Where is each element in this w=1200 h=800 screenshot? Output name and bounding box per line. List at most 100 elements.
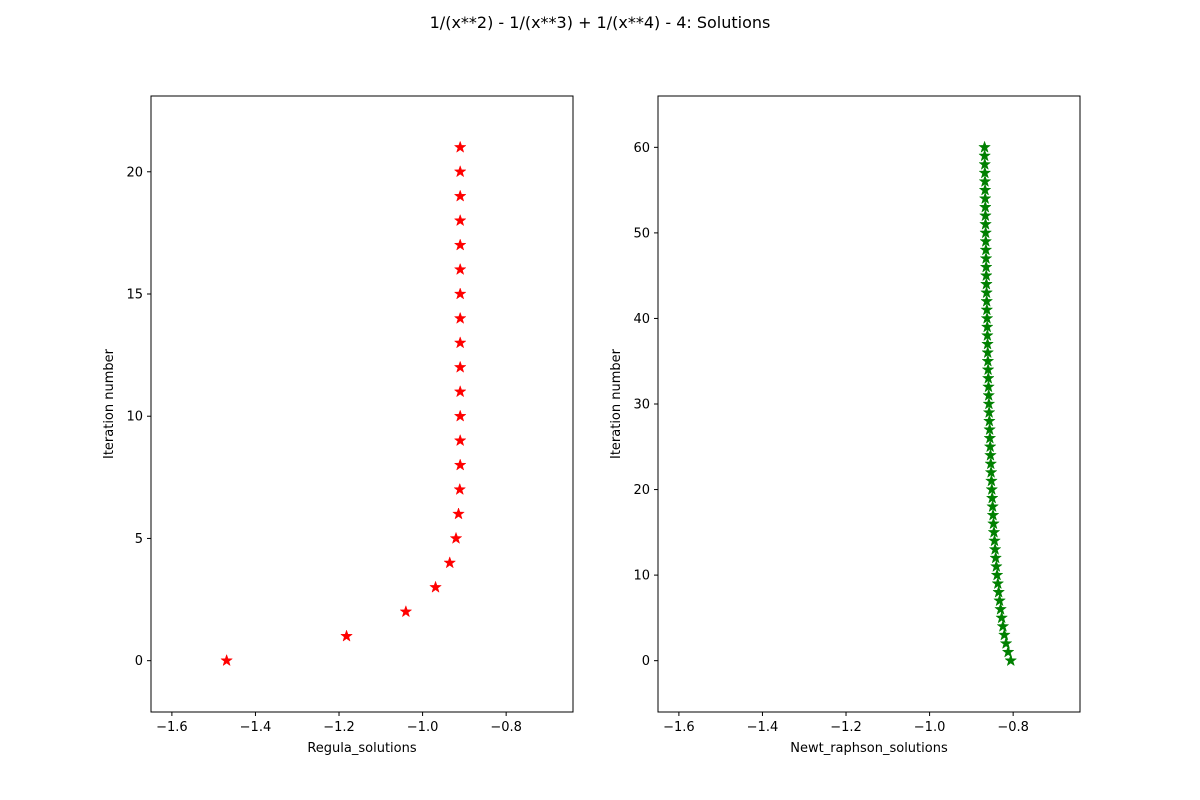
data-point: [981, 363, 995, 376]
data-point: [453, 482, 467, 496]
data-point: [984, 457, 998, 470]
data-point: [429, 580, 442, 593]
y-tick-label: 0: [135, 654, 143, 669]
axes-frame: [150, 95, 574, 713]
data-point: [983, 422, 997, 436]
x-tick-label: −0.8: [490, 720, 522, 735]
data-point: [453, 433, 467, 447]
data-point: [978, 157, 992, 170]
x-tick-label: −1.0: [914, 720, 946, 735]
data-point: [443, 556, 457, 569]
data-point: [340, 629, 353, 642]
data-point: [453, 213, 467, 227]
data-point: [978, 174, 992, 188]
y-tick-label: 30: [633, 398, 650, 413]
data-point: [453, 336, 467, 349]
x-tick-label: −1.6: [663, 720, 695, 735]
y-tick-label: 20: [126, 165, 143, 180]
data-point: [979, 268, 993, 282]
data-point: [453, 360, 467, 373]
data-point: [1001, 645, 1015, 658]
data-point: [453, 287, 467, 300]
y-tick-label: 60: [633, 141, 650, 156]
data-point: [999, 636, 1013, 650]
data-point: [982, 414, 996, 427]
newton-subplot: −1.6 −1.4 −1.2 −1.0 −0.8 0 10 20 30 40 50 60 Newt_ra…: [609, 95, 1081, 756]
data-point: [453, 238, 467, 251]
data-point: [981, 354, 995, 367]
data-point: [453, 262, 467, 276]
y-tick-label: 10: [633, 569, 650, 584]
data-point: [989, 551, 1003, 564]
data-point: [986, 499, 1000, 513]
data-point: [978, 183, 992, 196]
data-point: [983, 431, 997, 444]
data-point: [980, 303, 994, 316]
data-point: [984, 448, 997, 461]
data-point: [994, 602, 1008, 615]
data-point: [453, 189, 467, 202]
data-point: [978, 140, 992, 153]
data-point: [989, 559, 1003, 573]
data-point: [979, 277, 993, 290]
data-point: [988, 542, 1002, 555]
y-tick-label: 5: [135, 532, 143, 547]
data-point: [453, 385, 467, 398]
x-tick-label: −0.8: [997, 720, 1029, 735]
data-point: [220, 653, 234, 667]
data-point: [978, 149, 992, 162]
x-tick-label: −1.4: [240, 720, 272, 735]
y-tick-label: 40: [633, 312, 650, 327]
x-axis-label: Regula_solutions: [307, 741, 416, 756]
data-point: [1004, 653, 1018, 667]
data-point: [980, 328, 994, 342]
data-point: [995, 611, 1009, 624]
data-point: [979, 217, 992, 230]
x-tick-label: −1.2: [323, 720, 355, 735]
data-point: [978, 200, 992, 213]
data-point: [992, 585, 1006, 598]
data-point: [987, 517, 1000, 530]
data-point: [979, 234, 993, 247]
data-point: [978, 191, 992, 205]
data-point: [981, 371, 995, 384]
data-point: [978, 166, 992, 179]
data-point: [987, 525, 1001, 538]
y-axis-label: Iteration number: [609, 348, 624, 459]
data-point: [982, 388, 996, 401]
data-point: [990, 568, 1004, 581]
x-axis-label: Newt_raphson_solutions: [790, 741, 948, 756]
data-point: [979, 226, 993, 239]
data-point: [979, 251, 993, 265]
data-point: [980, 320, 994, 333]
data-point: [982, 405, 996, 419]
data-point: [988, 534, 1001, 547]
data-point: [453, 311, 467, 324]
y-tick-label: 50: [633, 226, 650, 241]
x-tick-label: −1.2: [830, 720, 862, 735]
data-point: [983, 440, 997, 453]
data-point: [979, 260, 993, 273]
data-point: [982, 397, 996, 410]
data-point: [984, 465, 998, 478]
data-point: [399, 605, 413, 618]
data-point: [996, 619, 1010, 632]
data-point: [982, 380, 995, 393]
y-tick-label: 0: [642, 654, 650, 669]
data-point: [991, 576, 1005, 590]
data-point: [981, 345, 995, 359]
data-point: [984, 474, 998, 487]
data-point: [978, 209, 992, 222]
y-tick-label: 10: [126, 410, 143, 425]
data-point: [981, 337, 994, 350]
data-point: [453, 140, 467, 153]
data-point: [986, 508, 1000, 521]
y-tick-label: 15: [126, 288, 143, 303]
data-point: [993, 594, 1007, 607]
x-tick-label: −1.0: [407, 720, 439, 735]
data-point: [980, 294, 994, 307]
data-point: [980, 286, 994, 299]
data-point: [452, 507, 465, 520]
